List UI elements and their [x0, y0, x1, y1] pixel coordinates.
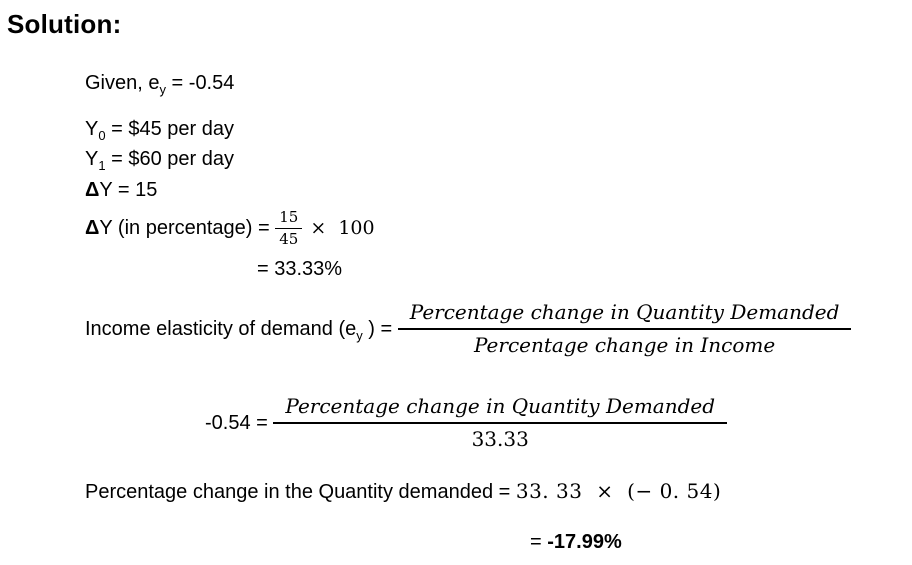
formula-label-text: Income elasticity of demand (e — [85, 317, 357, 340]
times-100: × 100 — [310, 217, 375, 239]
elasticity-formula-line: Income elasticity of demand (ey ) = Perc… — [85, 300, 852, 358]
y0-subscript: 0 — [98, 128, 106, 143]
substitution-fraction-numerator: Percentage change in Quantity Demanded — [273, 394, 728, 424]
substitution-fraction: Percentage change in Quantity Demanded 3… — [273, 394, 728, 452]
formula-fraction-numerator: Percentage change in Quantity Demanded — [397, 300, 852, 330]
formula-label-equals: ) = — [362, 317, 398, 340]
new-income-line: Y1 = $60 per day — [85, 148, 235, 173]
fraction-denominator: 45 — [279, 229, 299, 248]
delta-symbol: Δ — [85, 179, 100, 201]
income-change-line: ΔY = 15 — [85, 179, 157, 202]
formula-label-subscript: y — [356, 327, 363, 343]
delta-symbol: Δ — [85, 216, 100, 239]
formula-fraction-denominator: Percentage change in Income — [474, 333, 776, 357]
quantity-change-label: Percentage change in the Quantity demand… — [85, 481, 516, 503]
substitution-fraction-denominator: 33.33 — [471, 427, 529, 451]
y1-subscript: 1 — [98, 158, 106, 173]
final-result-value: -17.99% — [547, 531, 622, 553]
solution-heading: Solution: — [7, 9, 122, 39]
final-result-line: = -17.99% — [530, 531, 622, 554]
percent-result-line: = 33.33% — [257, 258, 343, 280]
initial-income-line: Y0 = $45 per day — [85, 118, 235, 143]
y1-symbol: Y — [85, 148, 99, 170]
income-change-value: Y = 15 — [99, 179, 158, 201]
quantity-change-expression: 33. 33 × (− 0. 54) — [515, 479, 722, 503]
elasticity-substitution-line: -0.54 = Percentage change in Quantity De… — [205, 394, 728, 452]
y0-value: = $45 per day — [105, 118, 235, 140]
given-value: = -0.54 — [165, 72, 235, 94]
income-ratio-fraction: 15 45 — [275, 209, 303, 248]
y0-symbol: Y — [85, 118, 99, 140]
given-subscript: y — [159, 82, 166, 97]
y1-value: = $60 per day — [105, 148, 235, 170]
quantity-change-line: Percentage change in the Quantity demand… — [85, 479, 721, 504]
final-result-equals: = — [530, 531, 548, 553]
fraction-numerator: 15 — [275, 209, 303, 229]
income-change-percent-line: ΔY (in percentage) = 15 45 × 100 — [85, 209, 375, 247]
formula-fraction: Percentage change in Quantity Demanded P… — [397, 300, 852, 358]
substitution-lhs: -0.54 = — [205, 411, 274, 434]
income-change-percent-label: ΔY (in percentage) = — [85, 217, 275, 240]
percent-label-text: Y (in percentage) = — [99, 216, 276, 239]
given-line: Given, ey = -0.54 — [85, 72, 235, 97]
elasticity-formula-label: Income elasticity of demand (ey ) = — [85, 317, 398, 343]
given-text: Given, e — [85, 72, 160, 94]
